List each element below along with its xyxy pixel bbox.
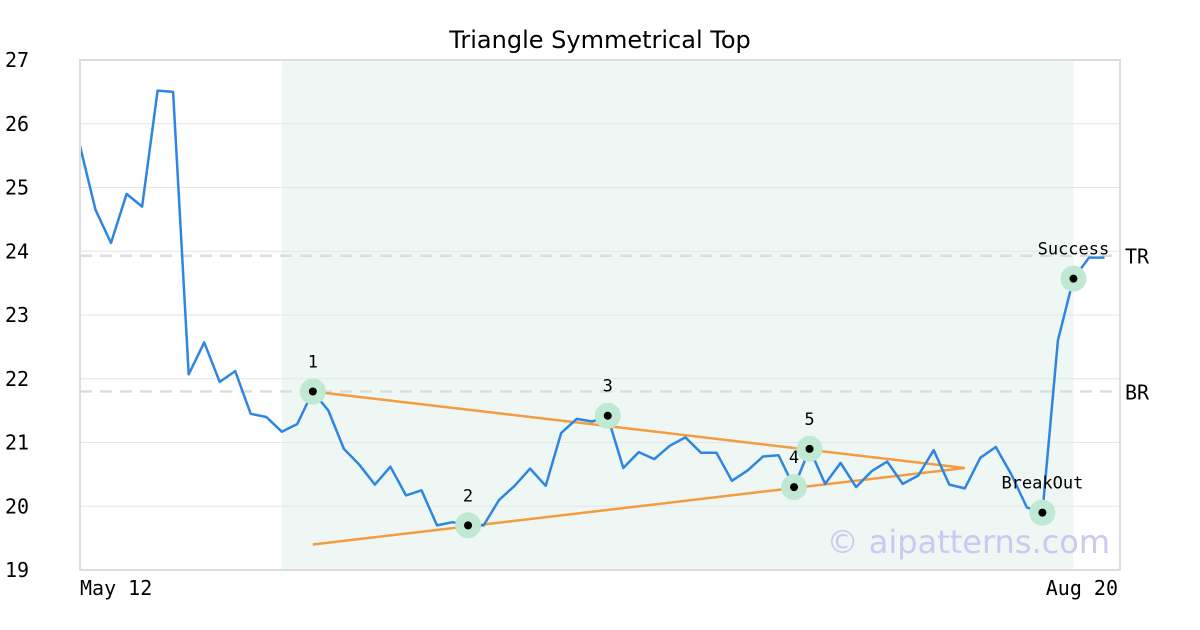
plot-frame xyxy=(79,59,1121,571)
x-tick-label: Aug 20 xyxy=(1046,576,1118,600)
trendlines-layer xyxy=(312,390,965,546)
y-tick-label: 25 xyxy=(5,176,29,200)
y-tick-label: 22 xyxy=(5,367,29,391)
marker-label: BreakOut xyxy=(1001,474,1083,494)
y-tick-label: 23 xyxy=(5,303,29,327)
marker-label: 5 xyxy=(804,410,814,430)
marker-point xyxy=(790,483,799,492)
chart-title: Triangle Symmetrical Top xyxy=(448,26,751,54)
marker-point xyxy=(805,444,814,453)
y-tick-label: 20 xyxy=(5,494,29,518)
series-layer xyxy=(78,89,1105,527)
markers-layer: 1 2 3 45 BreakOut Success xyxy=(299,240,1110,539)
level-label: TR xyxy=(1125,245,1150,269)
marker-label: Success xyxy=(1038,240,1110,260)
marker-label: 2 xyxy=(463,486,473,506)
marker-label: 3 xyxy=(603,377,613,397)
levels-layer: TR BR xyxy=(80,245,1150,405)
marker-point xyxy=(308,387,317,396)
grid-layer xyxy=(80,59,1120,571)
level-label: BR xyxy=(1125,381,1150,405)
price-line xyxy=(78,89,1105,527)
y-tick-label: 26 xyxy=(5,112,29,136)
y-tick-label: 24 xyxy=(5,239,29,263)
x-tick-label: May 12 xyxy=(80,576,152,600)
marker-point xyxy=(464,521,473,530)
marker-point xyxy=(1069,274,1078,283)
marker-label: 1 xyxy=(308,353,318,373)
marker-point xyxy=(603,411,612,420)
y-tick-label: 27 xyxy=(5,48,29,72)
marker-label: 4 xyxy=(789,448,799,468)
y-tick-label: 21 xyxy=(5,431,29,455)
trendline xyxy=(312,466,965,546)
trendline xyxy=(312,390,965,470)
marker-point xyxy=(1038,508,1047,517)
watermark: © aipatterns.com xyxy=(827,523,1110,561)
y-tick-label: 19 xyxy=(5,558,29,582)
